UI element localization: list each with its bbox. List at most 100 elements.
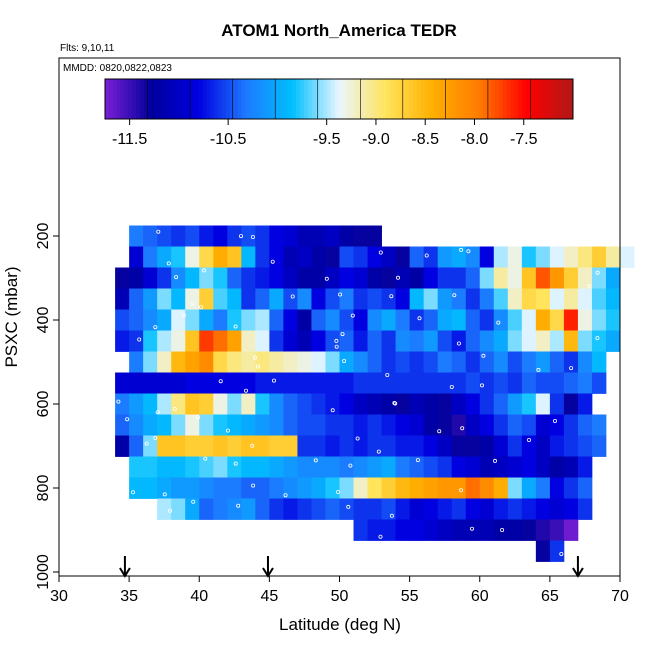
heatmap-cell <box>521 267 537 289</box>
heatmap-cell <box>129 477 144 499</box>
colorbar-segment <box>381 79 387 119</box>
colorbar-segment <box>303 79 309 119</box>
heatmap-cell <box>521 477 537 499</box>
heatmap-cell <box>255 456 270 478</box>
heatmap-cell <box>157 267 172 289</box>
observation-point <box>218 379 223 384</box>
heatmap-cell <box>213 246 228 268</box>
heatmap-cell <box>255 288 270 310</box>
x-tick-label: 45 <box>260 588 278 605</box>
heatmap-cell <box>339 267 354 289</box>
heatmap-cell <box>507 267 523 289</box>
heatmap-cell <box>255 414 270 436</box>
heatmap-cell <box>255 435 270 457</box>
heatmap-cell <box>339 246 354 268</box>
heatmap-cell <box>423 267 439 289</box>
heatmap-cell <box>157 372 172 394</box>
heatmap-cell <box>143 477 158 499</box>
heatmap-cell <box>157 246 172 268</box>
y-tick-label: 400 <box>35 307 52 334</box>
heatmap-cell <box>199 309 214 331</box>
colorbar-segment <box>261 79 266 119</box>
x-tick-label: 55 <box>401 588 419 605</box>
heatmap-cell <box>185 246 200 268</box>
heatmap-cell <box>227 309 242 331</box>
observation-point <box>559 552 564 557</box>
y-tick-label: 200 <box>35 223 52 250</box>
heatmap-cell <box>409 477 425 499</box>
heatmap-cell <box>325 225 340 247</box>
colorbar-tick-label: -8.0 <box>461 131 489 148</box>
heatmap-cell <box>563 351 579 373</box>
heatmap-cell <box>549 414 565 436</box>
heatmap-cell <box>157 393 172 415</box>
heatmap-cell <box>409 330 425 352</box>
colorbar-segment <box>526 79 531 119</box>
heatmap-cell <box>297 477 312 499</box>
heatmap-cell <box>185 267 200 289</box>
heatmap-cell <box>535 267 551 289</box>
heatmap-cell <box>451 351 467 373</box>
colorbar-segment <box>206 79 211 119</box>
heatmap-cell <box>227 393 242 415</box>
heatmap-cell <box>171 477 186 499</box>
observation-point <box>290 294 295 299</box>
heatmap-cell <box>297 246 312 268</box>
x-tick-label: 65 <box>541 588 559 605</box>
heatmap-cell <box>465 456 481 478</box>
heatmap-cell <box>577 393 593 415</box>
heatmap-cell <box>227 246 242 268</box>
heatmap-cell <box>423 393 439 415</box>
colorbar-segment <box>194 79 200 119</box>
colorbar-segment <box>253 79 258 119</box>
heatmap-cell <box>269 309 284 331</box>
heatmap-cell <box>493 372 509 394</box>
heatmap-cell <box>199 246 214 268</box>
heatmap-cell <box>297 309 312 331</box>
colorbar-segment <box>155 79 161 119</box>
heatmap-cell <box>409 498 425 520</box>
heatmap-cell <box>465 309 481 331</box>
heatmap-cell <box>353 435 368 457</box>
observation-point <box>449 384 454 389</box>
heatmap-cell <box>171 309 186 331</box>
colorbar-tick-label: -7.5 <box>510 131 538 148</box>
heatmap-cell <box>171 456 186 478</box>
heatmap-cell <box>451 498 467 520</box>
observation-point <box>342 358 347 363</box>
observation-point <box>335 489 340 494</box>
heatmap-cell <box>395 477 411 499</box>
observation-point <box>191 499 196 504</box>
observation-point <box>479 383 484 388</box>
x-tick-label: 30 <box>50 588 68 605</box>
heatmap-cell <box>367 477 382 499</box>
heatmap-cell <box>241 330 256 352</box>
heatmap-cell <box>213 477 228 499</box>
heatmap-cell <box>507 498 523 520</box>
heatmap-cell <box>283 498 298 520</box>
heatmap-cell <box>409 456 425 478</box>
heatmap-cell <box>129 246 144 268</box>
heatmap-cell <box>563 414 579 436</box>
heatmap-cell <box>297 351 312 373</box>
heatmap-cell <box>129 351 144 373</box>
heatmap-cell <box>157 435 172 457</box>
heatmap-cell <box>507 330 523 352</box>
heatmap-cell <box>283 246 298 268</box>
heatmap-cell <box>213 372 228 394</box>
colorbar-segment <box>374 79 379 119</box>
heatmap-cell <box>241 477 256 499</box>
colorbar-tick-label: -9.5 <box>313 131 341 148</box>
heatmap-cell <box>311 498 326 520</box>
colorbar-segment <box>428 79 434 119</box>
colorbar-segment <box>358 79 363 119</box>
heatmap-cell <box>605 267 621 289</box>
heatmap-cell <box>535 330 551 352</box>
heatmap-cell <box>591 309 607 331</box>
colorbar-segment <box>424 79 430 119</box>
heatmap-cell <box>479 372 495 394</box>
observation-point <box>125 417 130 422</box>
heatmap-cell <box>563 372 579 394</box>
heatmap-cell <box>227 267 242 289</box>
heatmap-cell <box>381 519 396 541</box>
